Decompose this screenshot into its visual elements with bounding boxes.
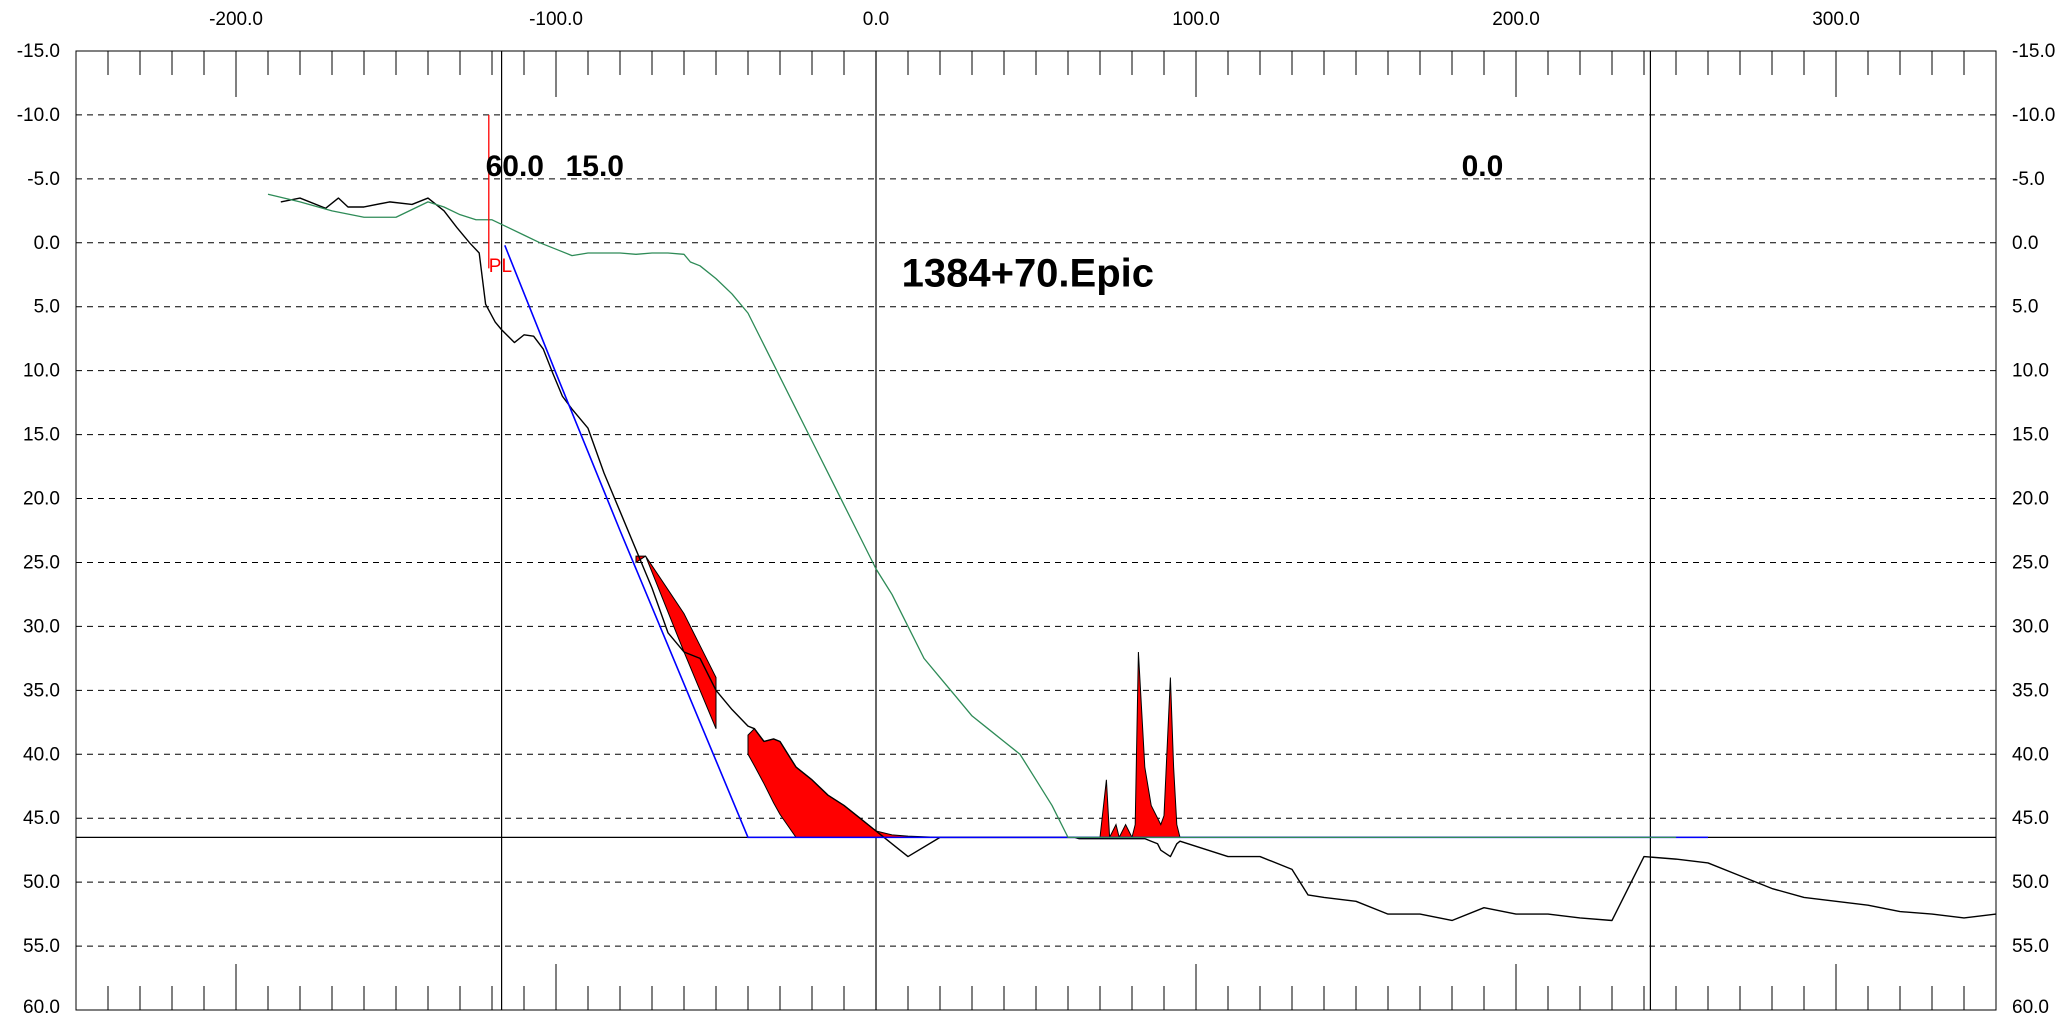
y-tick-label-right: 30.0: [2012, 616, 2049, 637]
cut-fill-area: [635, 555, 717, 729]
y-tick-label-left: 55.0: [23, 936, 60, 957]
y-tick-label-left: 10.0: [23, 361, 60, 382]
value-annotation: 15.0: [566, 150, 624, 183]
y-tick-label-right: 15.0: [2012, 425, 2049, 446]
y-tick-label-left: 45.0: [23, 808, 60, 829]
y-tick-label-left: 5.0: [34, 297, 60, 318]
x-tick-label: -100.0: [529, 9, 583, 30]
annotations: 60.0 15.0 0.0 PL: [486, 114, 1504, 277]
design-profile-line: [504, 245, 1708, 839]
y-tick-label-right: 60.0: [2012, 997, 2049, 1018]
cut-fill-area: [1099, 651, 1181, 840]
alternate-profile-line: [267, 193, 1676, 839]
y-tick-label-right: 25.0: [2012, 552, 2049, 573]
y-tick-label-left: 25.0: [23, 552, 60, 573]
y-tick-label-right: 20.0: [2012, 489, 2049, 510]
x-tick-label: 0.0: [863, 9, 889, 30]
y-tick-label-right: 0.0: [2012, 233, 2038, 254]
y-tick-label-right: 50.0: [2012, 872, 2049, 893]
y-tick-label-left: 20.0: [23, 489, 60, 510]
y-tick-label-right: 5.0: [2012, 297, 2038, 318]
value-annotation: 0.0: [1462, 150, 1504, 183]
cut-fill-area: [747, 727, 1068, 838]
y-tick-label-left: 60.0: [23, 997, 60, 1018]
x-tick-label: 100.0: [1172, 9, 1220, 30]
axis-ticks: [107, 51, 1965, 1010]
y-tick-label-right: 10.0: [2012, 361, 2049, 382]
y-tick-label-left: 50.0: [23, 872, 60, 893]
y-tick-label-right: -15.0: [2012, 41, 2055, 62]
cut-fill-areas: [635, 555, 1181, 840]
y-tick-label-left: -10.0: [17, 105, 60, 126]
y-tick-label-right: 35.0: [2012, 680, 2049, 701]
y-tick-label-left: 0.0: [34, 233, 60, 254]
x-tick-label: -200.0: [209, 9, 263, 30]
axis-tick-labels: -200.0 -100.0 0.0 100.0 200.0 300.0 -15.0 -15.0…: [17, 9, 2056, 1018]
y-tick-label-right: 40.0: [2012, 744, 2049, 765]
x-tick-label: 300.0: [1812, 9, 1860, 30]
y-tick-label-right: 45.0: [2012, 808, 2049, 829]
plot-frame: [75, 50, 1997, 1011]
y-tick-label-right: -5.0: [2012, 169, 2045, 190]
pl-label: PL: [489, 256, 512, 277]
y-tick-label-left: 40.0: [23, 744, 60, 765]
y-tick-label-left: -5.0: [27, 169, 60, 190]
plot-border: [75, 50, 1997, 1011]
y-tick-label-left: 35.0: [23, 680, 60, 701]
profile-lines: [267, 193, 1997, 922]
y-tick-label-left: -15.0: [17, 41, 60, 62]
y-tick-label-left: 30.0: [23, 616, 60, 637]
x-tick-label: 200.0: [1492, 9, 1540, 30]
value-annotation: 60.0: [486, 150, 544, 183]
y-tick-label-right: 55.0: [2012, 936, 2049, 957]
y-tick-label-right: -10.0: [2012, 105, 2055, 126]
y-tick-label-left: 15.0: [23, 425, 60, 446]
grid-lines: [76, 114, 1996, 947]
chart-title: 1384+70.Epic: [902, 251, 1154, 295]
